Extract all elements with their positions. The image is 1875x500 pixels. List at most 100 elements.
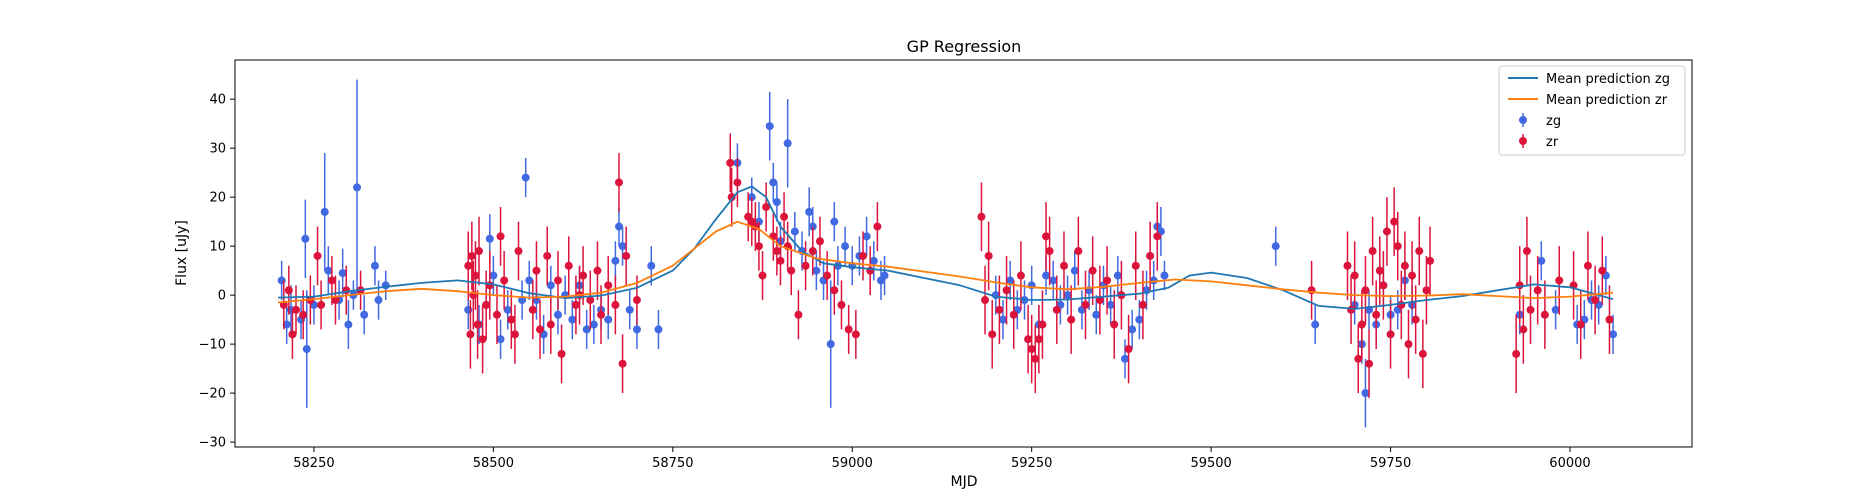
data-point-zr: [772, 247, 781, 256]
data-point-zr: [536, 325, 545, 334]
data-point-zg: [485, 234, 494, 243]
data-point-zr: [464, 261, 473, 270]
data-point-zg: [320, 207, 329, 216]
data-point-zg: [381, 281, 390, 290]
data-point-zr: [543, 251, 552, 260]
data-point-zr: [1372, 310, 1381, 319]
data-point-zr: [859, 251, 868, 260]
data-point-zr: [1418, 349, 1427, 358]
data-point-zg: [604, 315, 613, 324]
data-point-zg: [1361, 389, 1370, 398]
data-point-zr: [1110, 320, 1119, 329]
data-point-zr: [981, 296, 990, 305]
data-point-zg: [496, 335, 505, 344]
data-point-zr: [1034, 335, 1043, 344]
data-point-zg: [1049, 276, 1058, 285]
data-point-zr: [492, 310, 501, 319]
data-point-zr: [1526, 305, 1535, 314]
data-point-zg: [783, 139, 792, 148]
mean-line-zr: [278, 220, 1614, 304]
data-point-zg: [1609, 330, 1618, 339]
data-point-zr: [844, 325, 853, 334]
data-point-zg: [521, 173, 530, 182]
data-point-zr: [1605, 315, 1614, 324]
data-point-zg: [1092, 310, 1101, 319]
data-point-zg: [546, 281, 555, 290]
data-point-zr: [801, 261, 810, 270]
data-point-zr: [1533, 286, 1542, 295]
data-point-zg: [765, 122, 774, 131]
data-point-zg: [1311, 320, 1320, 329]
data-point-zr: [571, 300, 580, 309]
data-point-zr: [1038, 320, 1047, 329]
legend-label-zg: zg: [1546, 114, 1561, 129]
data-point-zr: [1540, 310, 1549, 319]
y-axis-label: Flux [uJy]: [174, 220, 190, 286]
data-point-zr: [984, 251, 993, 260]
data-point-zr: [1343, 261, 1352, 270]
legend-marker-zr-point: [1519, 137, 1527, 145]
data-point-zr: [1379, 281, 1388, 290]
data-point-zr: [977, 212, 986, 221]
plot-frame: [234, 59, 1693, 448]
legend-label-zr: zr: [1546, 135, 1559, 150]
data-point-zr: [1522, 247, 1531, 256]
data-point-zr: [614, 178, 623, 187]
data-point-zr: [1393, 242, 1402, 251]
legend: Mean prediction zg Mean prediction zr zg…: [1498, 65, 1686, 156]
x-tick-label: 59250: [1011, 456, 1052, 471]
data-point-zr: [1408, 271, 1417, 280]
x-tick-label: 60000: [1549, 456, 1590, 471]
data-point-zg: [805, 207, 814, 216]
data-point-zr: [1095, 296, 1104, 305]
data-point-zr: [288, 330, 297, 339]
data-point-zr: [823, 271, 832, 280]
data-point-zr: [528, 305, 537, 314]
data-point-zg: [370, 261, 379, 270]
data-point-zr: [1426, 256, 1435, 265]
y-tick-label: −10: [199, 338, 226, 353]
data-point-zr: [830, 286, 839, 295]
data-point-zg: [618, 242, 627, 251]
data-point-zr: [794, 310, 803, 319]
data-point-zr: [1390, 217, 1399, 226]
legend-label-zg-line: Mean prediction zg: [1546, 72, 1670, 87]
data-point-zr: [564, 261, 573, 270]
data-point-zr: [1354, 354, 1363, 363]
data-point-zr: [995, 305, 1004, 314]
data-point-zr: [467, 251, 476, 260]
data-point-zr: [331, 296, 340, 305]
data-point-zg: [625, 305, 634, 314]
data-point-zr: [776, 256, 785, 265]
data-point-zr: [1411, 315, 1420, 324]
data-point-zr: [313, 251, 322, 260]
y-tick-label: −20: [199, 387, 226, 402]
data-point-zg: [632, 325, 641, 334]
data-point-zg: [582, 325, 591, 334]
data-point-zg: [489, 271, 498, 280]
data-point-zr: [597, 310, 606, 319]
data-point-zg: [324, 266, 333, 275]
y-tick-label: 0: [218, 289, 226, 304]
data-point-zg: [790, 227, 799, 236]
data-point-zr: [837, 300, 846, 309]
mean-line-zg: [278, 185, 1614, 310]
data-point-zg: [1551, 305, 1560, 314]
data-point-zr: [317, 300, 326, 309]
data-point-zg: [654, 325, 663, 334]
data-point-zr: [546, 320, 555, 329]
data-point-zr: [1153, 232, 1162, 241]
data-point-zr: [808, 247, 817, 256]
data-point-zr: [1368, 247, 1377, 256]
data-point-zr: [1024, 335, 1033, 344]
data-point-zr: [1598, 266, 1607, 275]
data-point-zr: [1146, 251, 1155, 260]
data-point-zg: [1537, 256, 1546, 265]
data-point-zg: [1128, 325, 1137, 334]
data-point-zr: [787, 266, 796, 275]
data-point-zr: [1124, 345, 1133, 354]
data-point-zr: [557, 349, 566, 358]
data-point-zr: [1138, 300, 1147, 309]
data-point-zg: [1160, 271, 1169, 280]
